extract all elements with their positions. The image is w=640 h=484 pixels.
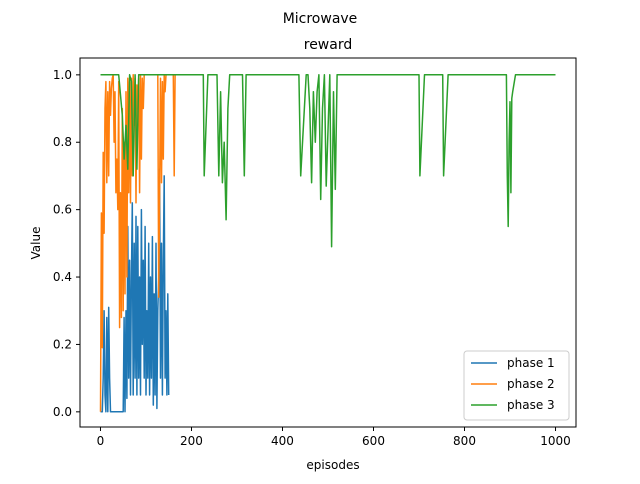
plot-lines [99, 74, 556, 413]
series-line-phase-3 [100, 74, 556, 248]
legend: phase 1 phase 2 phase 3 [463, 350, 570, 421]
y-tick-label: 0.4 [53, 270, 72, 284]
y-ticks: 0.0 0.2 0.4 0.6 0.8 1.0 [53, 68, 80, 419]
chart-suptitle: Microwave [283, 11, 358, 27]
y-tick-label: 0.2 [53, 337, 72, 351]
y-tick-label: 0.8 [53, 135, 72, 149]
x-tick-label: 400 [271, 434, 294, 448]
legend-label: phase 1 [507, 356, 555, 370]
x-tick-label: 200 [180, 434, 203, 448]
y-tick-label: 1.0 [53, 68, 72, 82]
x-tick-label: 600 [362, 434, 385, 448]
x-tick-label: 800 [453, 434, 476, 448]
legend-label: phase 2 [507, 377, 555, 391]
x-tick-label: 0 [97, 434, 105, 448]
legend-box [463, 350, 570, 421]
series-line-phase-1 [100, 168, 170, 413]
x-ticks: 0 200 400 600 800 1000 [97, 427, 571, 448]
x-axis-label: episodes [306, 458, 359, 472]
y-axis-label: Value [29, 227, 43, 260]
x-tick-label: 1000 [540, 434, 571, 448]
y-tick-label: 0.6 [53, 203, 72, 217]
chart-title: reward [304, 37, 353, 53]
plot-frame [79, 57, 577, 428]
legend-label: phase 3 [507, 398, 555, 412]
y-tick-label: 0.0 [53, 405, 72, 419]
